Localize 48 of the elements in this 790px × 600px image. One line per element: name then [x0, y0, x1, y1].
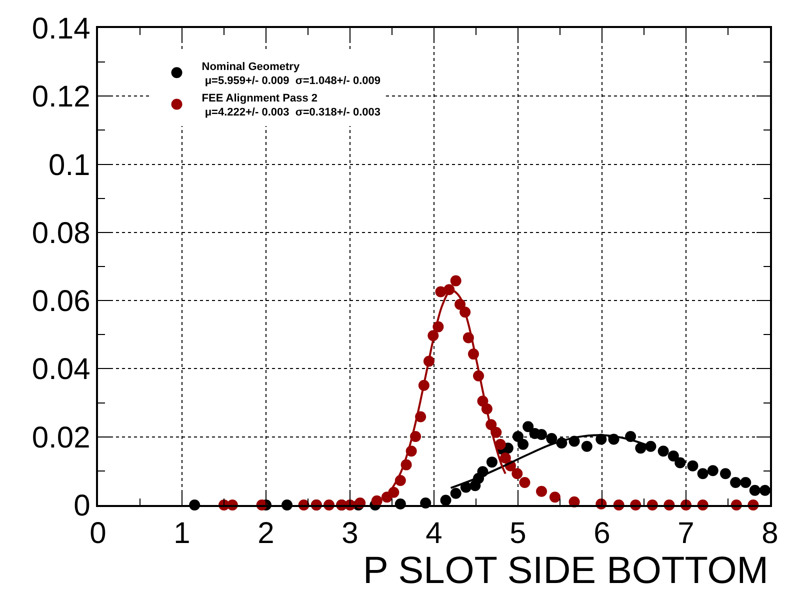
point: [500, 452, 511, 464]
point: [486, 456, 498, 468]
x-axis-title: P SLOT SIDE BOTTOM: [363, 550, 768, 592]
point: [522, 421, 534, 432]
point: [720, 468, 731, 480]
point: [512, 431, 524, 442]
point: [707, 465, 718, 476]
point: [518, 438, 529, 450]
legend-label: FEE Alignment Pass 2 μ=4.222+/- 0.003 σ=0.318+/- 0.003: [202, 92, 381, 119]
x-tick-label: 5: [510, 516, 526, 550]
x-tick-label: 8: [762, 516, 778, 550]
x-tick-label: 1: [174, 516, 190, 550]
y-tick-label: 0.1: [48, 148, 90, 182]
x-tick-label: 3: [342, 516, 358, 550]
point: [668, 450, 679, 462]
x-tick-label: 4: [426, 516, 442, 550]
y-tick-label: 0.04: [32, 353, 90, 386]
y-tick-label: 0.08: [32, 216, 90, 250]
point: [740, 477, 752, 488]
point: [450, 275, 462, 286]
point: [519, 477, 530, 488]
point: [658, 446, 669, 457]
point: [440, 494, 452, 506]
y-tick-label: 0.06: [32, 285, 90, 318]
point: [546, 433, 558, 444]
point: [388, 486, 400, 498]
point: [674, 457, 686, 468]
point: [759, 484, 770, 496]
point: [730, 477, 742, 488]
y-tick-label: 0.12: [32, 80, 90, 114]
point: [687, 460, 698, 472]
point: [450, 488, 462, 499]
point: [536, 428, 548, 440]
point: [581, 440, 592, 452]
y-tick-label: 0.02: [32, 421, 90, 454]
point: [536, 486, 548, 497]
y-tick-label: 0.14: [32, 12, 90, 46]
point: [697, 468, 708, 480]
y-tick-label: 0: [74, 490, 90, 522]
x-tick-label: 6: [594, 516, 610, 550]
legend-label: Nominal Geometry μ=5.959+/- 0.009 σ=1.048+/- 0.009: [202, 60, 381, 88]
x-tick-label: 7: [678, 516, 694, 550]
point: [512, 468, 523, 480]
x-tick-label: 2: [258, 516, 274, 550]
point: [371, 495, 382, 506]
point: [549, 492, 560, 503]
point: [749, 484, 760, 496]
point: [494, 438, 506, 450]
